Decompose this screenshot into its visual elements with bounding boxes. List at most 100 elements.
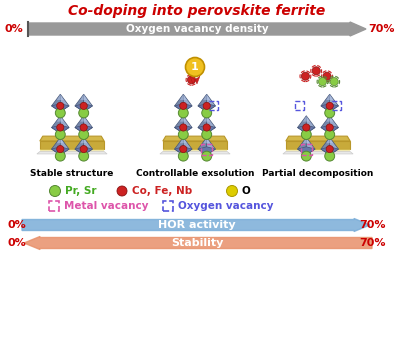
Polygon shape [60, 94, 69, 112]
Text: Co, Fe, Nb: Co, Fe, Nb [132, 186, 192, 196]
Circle shape [318, 78, 327, 86]
Circle shape [117, 186, 127, 196]
FancyArrow shape [24, 237, 372, 249]
Polygon shape [57, 94, 64, 100]
Polygon shape [52, 125, 69, 133]
Polygon shape [306, 116, 315, 133]
Polygon shape [60, 137, 69, 155]
Polygon shape [52, 147, 69, 155]
Circle shape [202, 129, 212, 140]
Circle shape [178, 129, 188, 140]
Polygon shape [52, 137, 60, 155]
Polygon shape [286, 141, 350, 149]
Circle shape [57, 146, 64, 153]
Polygon shape [40, 149, 104, 152]
Circle shape [303, 124, 310, 131]
Circle shape [178, 108, 188, 118]
Bar [163, 201, 173, 211]
Polygon shape [175, 116, 183, 133]
Polygon shape [163, 141, 227, 149]
Text: Oxygen vacancy density: Oxygen vacancy density [126, 24, 268, 34]
Text: 70%: 70% [359, 238, 386, 248]
Polygon shape [37, 152, 107, 154]
Polygon shape [80, 116, 87, 122]
Polygon shape [80, 94, 87, 100]
Polygon shape [57, 116, 64, 122]
Polygon shape [175, 125, 192, 133]
Polygon shape [175, 147, 192, 155]
Polygon shape [40, 141, 104, 149]
Text: Oxygen vacancy: Oxygen vacancy [178, 201, 273, 211]
Polygon shape [75, 147, 93, 155]
Circle shape [325, 129, 335, 140]
Circle shape [203, 124, 210, 131]
Polygon shape [286, 136, 350, 141]
Polygon shape [326, 116, 333, 122]
Polygon shape [160, 152, 230, 154]
Polygon shape [207, 137, 216, 155]
Text: Stability: Stability [171, 238, 223, 248]
Bar [333, 101, 341, 111]
Polygon shape [321, 125, 338, 133]
Text: 1: 1 [191, 62, 199, 72]
Circle shape [79, 108, 89, 118]
Polygon shape [60, 116, 69, 133]
Polygon shape [207, 94, 216, 112]
Polygon shape [321, 94, 330, 112]
Polygon shape [321, 137, 330, 155]
Circle shape [203, 102, 210, 110]
Circle shape [326, 124, 333, 131]
Polygon shape [321, 116, 330, 133]
Circle shape [202, 151, 212, 161]
Polygon shape [297, 147, 315, 155]
Polygon shape [75, 137, 84, 155]
Polygon shape [52, 94, 60, 112]
Circle shape [55, 129, 65, 140]
Circle shape [50, 185, 61, 196]
Bar [49, 201, 59, 211]
Text: 0%: 0% [5, 24, 23, 34]
Circle shape [180, 102, 187, 110]
Polygon shape [75, 116, 84, 133]
Circle shape [326, 146, 333, 153]
Polygon shape [203, 94, 210, 100]
Circle shape [227, 185, 238, 196]
Polygon shape [180, 137, 187, 143]
Polygon shape [303, 116, 310, 122]
Polygon shape [84, 137, 93, 155]
Text: 70%: 70% [359, 220, 386, 230]
Circle shape [178, 151, 188, 161]
Polygon shape [198, 94, 207, 112]
Text: Partial decomposition: Partial decomposition [262, 170, 374, 179]
Circle shape [202, 108, 212, 118]
Polygon shape [183, 116, 192, 133]
Polygon shape [303, 137, 310, 143]
Polygon shape [52, 116, 60, 133]
Polygon shape [175, 94, 183, 112]
Polygon shape [175, 137, 183, 155]
Circle shape [57, 102, 64, 110]
Polygon shape [198, 125, 216, 133]
Circle shape [325, 151, 335, 161]
Polygon shape [297, 125, 315, 133]
Polygon shape [198, 116, 207, 133]
Polygon shape [183, 137, 192, 155]
Polygon shape [198, 147, 216, 155]
Polygon shape [207, 116, 216, 133]
Polygon shape [180, 116, 187, 122]
Bar [209, 101, 218, 111]
Circle shape [330, 78, 338, 86]
Polygon shape [326, 94, 333, 100]
Polygon shape [40, 136, 104, 141]
Polygon shape [180, 94, 187, 100]
Circle shape [79, 151, 89, 161]
Polygon shape [330, 94, 338, 112]
Circle shape [301, 129, 311, 140]
Polygon shape [80, 137, 87, 143]
Polygon shape [330, 116, 338, 133]
Polygon shape [297, 137, 306, 155]
Polygon shape [203, 116, 210, 122]
Polygon shape [198, 103, 216, 112]
Polygon shape [283, 152, 353, 154]
Circle shape [186, 58, 204, 76]
